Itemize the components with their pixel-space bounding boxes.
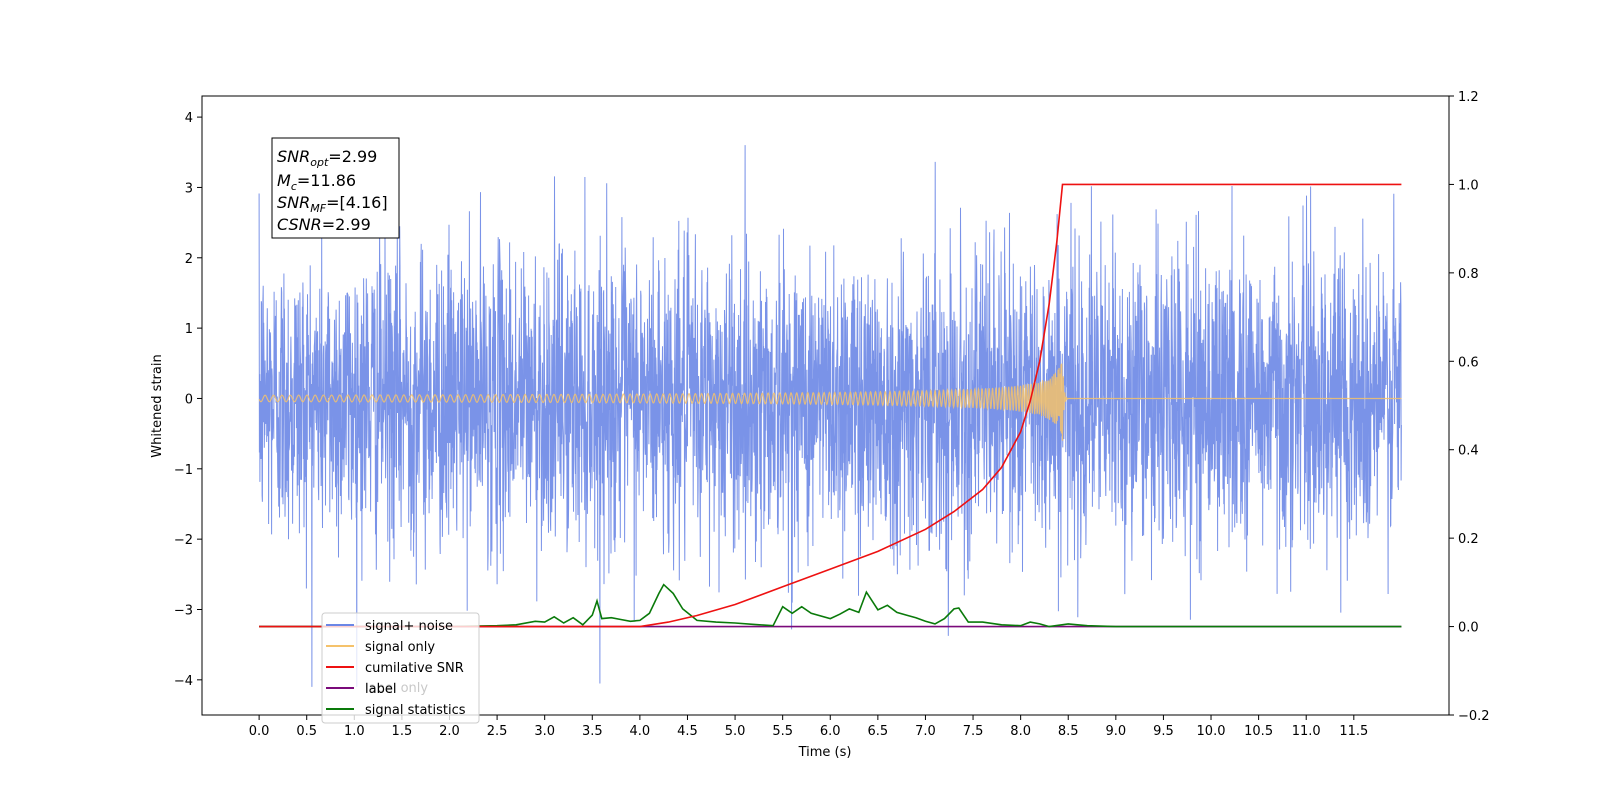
stats-box-frame <box>271 137 400 239</box>
x-tick-label: 6.5 <box>868 724 889 739</box>
stats-csnr-symbol: CSNR <box>277 215 322 234</box>
x-tick-label: 1.5 <box>392 724 413 739</box>
y2-tick-label: 0.4 <box>1458 444 1479 459</box>
stats-mc: Mc=11.86 <box>277 171 356 193</box>
y2-tick-label: 1.0 <box>1458 178 1479 193</box>
data-layer <box>258 145 1402 687</box>
stats-snr-mf-symbol: SNR <box>277 193 310 212</box>
stats-box: SNRopt=2.99 Mc=11.86 SNRMF=[4.16] CSNR=2… <box>271 137 400 239</box>
legend: label only signal+ noise signal only cum… <box>321 612 480 724</box>
stats-mc-symbol: M <box>277 171 291 190</box>
stats-csnr-value: =2.99 <box>322 215 371 234</box>
y-tick-label: 2 <box>185 252 193 267</box>
stats-snr-mf: SNRMF=[4.16] <box>277 193 388 215</box>
series-signal-statistics-line <box>259 583 1402 628</box>
x-tick-label: 9.5 <box>1153 724 1174 739</box>
x-tick-label: 0.5 <box>296 724 317 739</box>
x-tick-label: 7.5 <box>963 724 984 739</box>
y-tick-label: 4 <box>185 111 193 126</box>
legend-frame <box>321 612 480 724</box>
x-tick-label: 2.5 <box>487 724 508 739</box>
axis-ticks: 0.0 0.5 1.0 1.5 2.0 2.5 3.0 3.5 4.0 4.5 5.0 5.5 6.0 6… <box>174 90 1490 739</box>
x-tick-label: 4.5 <box>677 724 698 739</box>
y-tick-label: 3 <box>185 181 193 196</box>
legend-label-signal-only: signal only <box>365 640 435 655</box>
y-tick-label: −1 <box>174 463 193 478</box>
y2-tick-label: −0.2 <box>1458 709 1490 724</box>
x-tick-label: 10.0 <box>1197 724 1226 739</box>
x-tick-label: 8.5 <box>1058 724 1079 739</box>
stats-snr-opt-symbol: SNR <box>277 147 310 166</box>
x-tick-label: 10.5 <box>1244 724 1273 739</box>
series-signal-only-line <box>258 363 1402 441</box>
stats-snr-opt-value: =2.99 <box>328 147 377 166</box>
stats-snr-opt: SNRopt=2.99 <box>277 147 377 169</box>
y-tick-label: 0 <box>185 392 193 407</box>
x-tick-label: 3.0 <box>534 724 555 739</box>
stats-snr-mf-value: =[4.16] <box>326 193 388 212</box>
y2-tick-label: 0.2 <box>1458 532 1479 547</box>
x-tick-label: 4.0 <box>630 724 651 739</box>
x-tick-label: 9.0 <box>1105 724 1126 739</box>
series-signal-noise-line <box>258 145 1402 687</box>
x-tick-label: 7.0 <box>915 724 936 739</box>
stats-mc-subscript: c <box>291 180 297 193</box>
stats-csnr: CSNR=2.99 <box>277 215 371 234</box>
y-tick-label: −4 <box>174 674 193 689</box>
plot-frame <box>201 95 1450 716</box>
series-cumulative-snr-line <box>259 183 1402 628</box>
x-tick-label: 1.0 <box>344 724 365 739</box>
y2-tick-label: 0.0 <box>1458 621 1479 636</box>
legend-label-label: label <box>365 682 396 697</box>
y2-tick-label: 0.8 <box>1458 267 1479 282</box>
legend-label-signal-noise: signal+ noise <box>365 619 453 634</box>
x-tick-label: 5.5 <box>772 724 793 739</box>
x-tick-label: 11.5 <box>1339 724 1368 739</box>
x-tick-label: 2.0 <box>439 724 460 739</box>
y-axis-label: Whitened strain <box>150 354 165 457</box>
legend-ghost-text: label only <box>365 681 428 696</box>
y-tick-label: 1 <box>185 322 193 337</box>
stats-snr-mf-subscript: MF <box>310 202 326 215</box>
x-axis-label: Time (s) <box>798 745 852 760</box>
x-tick-label: 11.0 <box>1292 724 1321 739</box>
x-tick-label: 5.0 <box>725 724 746 739</box>
x-tick-label: 3.5 <box>582 724 603 739</box>
stats-mc-value: =11.86 <box>297 171 356 190</box>
y-tick-label: −2 <box>174 533 193 548</box>
y2-tick-label: 1.2 <box>1458 90 1479 105</box>
legend-label-signal-statistics: signal statistics <box>365 703 466 718</box>
x-tick-label: 6.0 <box>820 724 841 739</box>
x-tick-label: 8.0 <box>1010 724 1031 739</box>
stats-snr-opt-subscript: opt <box>310 156 329 169</box>
y-tick-label: −3 <box>174 603 193 618</box>
legend-label-cumulative-snr: cumilative SNR <box>365 661 464 676</box>
x-tick-label: 0.0 <box>249 724 270 739</box>
y2-tick-label: 0.6 <box>1458 355 1479 370</box>
